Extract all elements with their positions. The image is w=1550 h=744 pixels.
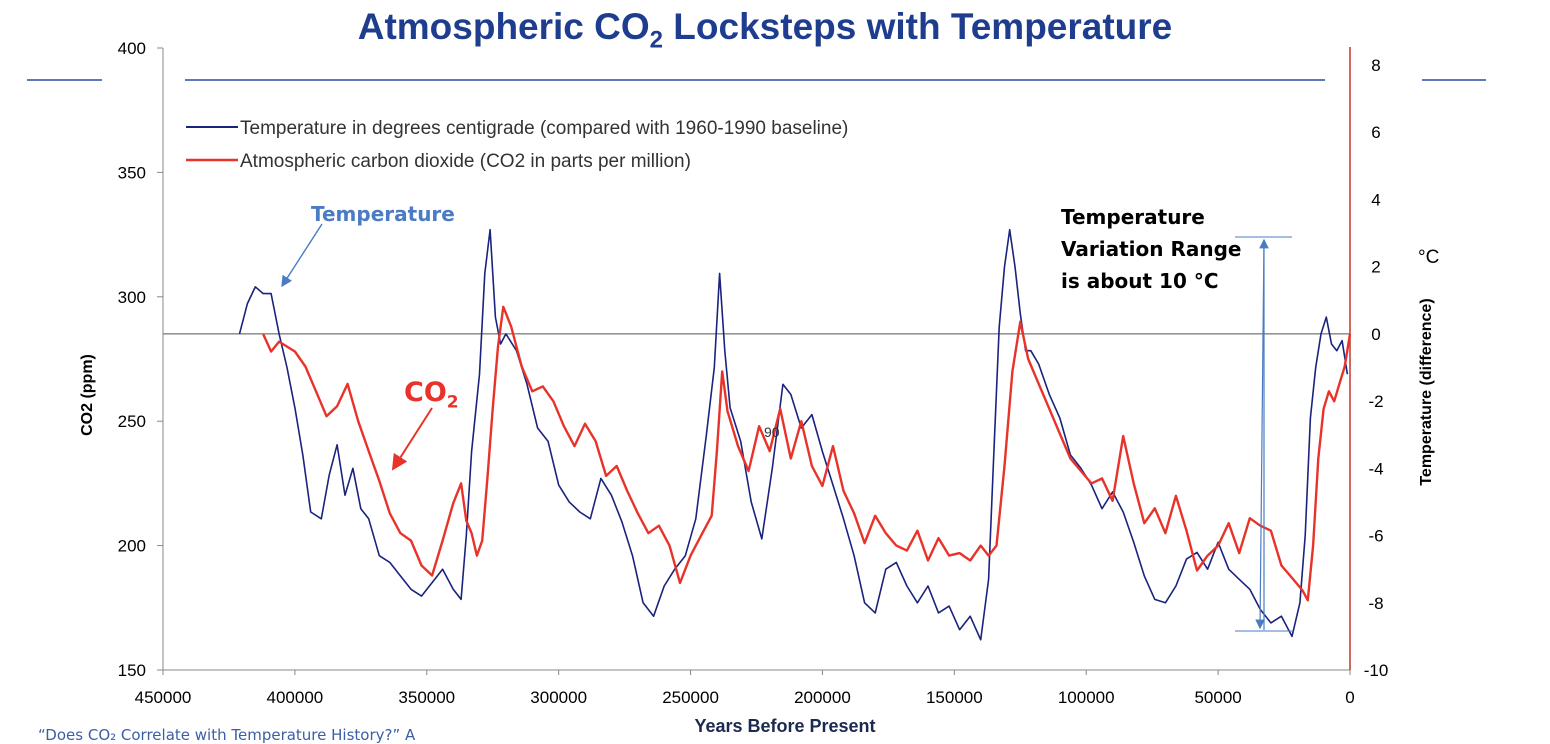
x-tick-label: 450000 (135, 688, 192, 707)
y-axis-title: CO2 (ppm) (79, 354, 96, 436)
y2-tick-label: -10 (1364, 661, 1389, 680)
series-line-temperature (238, 228, 1349, 641)
x-tick-label: 300000 (530, 688, 587, 707)
y2-tick-label: 8 (1371, 56, 1380, 75)
footer-caption: “Does CO₂ Correlate with Temperature His… (38, 726, 416, 744)
x-tick-label: 0 (1345, 688, 1354, 707)
y-tick-label: 250 (118, 412, 146, 431)
y2-tick-label: -8 (1368, 594, 1383, 613)
x-tick-label: 150000 (926, 688, 983, 707)
y2-tick-label: 2 (1371, 258, 1380, 277)
x-axis-title: Years Before Present (694, 716, 875, 736)
x-tick-label: 250000 (662, 688, 719, 707)
x-tick-label: 350000 (398, 688, 455, 707)
temperature-annotation: Temperature (311, 202, 455, 226)
y-tick-label: 200 (118, 537, 146, 556)
legend-temperature-label: Temperature in degrees centigrade (compa… (240, 118, 848, 139)
y-tick-label: 350 (118, 163, 146, 182)
series-line-co2 (262, 305, 1352, 602)
x-tick-label: 100000 (1058, 688, 1115, 707)
y2-unit-label: °C (1418, 247, 1439, 268)
y2-axis-title: Temperature (difference) (1418, 298, 1435, 485)
range-arrow-down (1255, 239, 1265, 630)
co2-annotation: CO2 (404, 377, 459, 413)
chart-title: Atmospheric CO2 Locksteps with Temperatu… (357, 6, 1173, 54)
temperature-arrow (281, 223, 323, 288)
x-tick-label: 400000 (267, 688, 324, 707)
y2-tick-label: 4 (1371, 190, 1380, 209)
y2-tick-label: 0 (1371, 325, 1380, 344)
legend-co2-label: Atmospheric carbon dioxide (CO2 in parts… (240, 151, 691, 172)
y-tick-label: 400 (118, 39, 146, 58)
stray-label: 90 (764, 424, 780, 440)
y2-tick-label: -2 (1368, 392, 1383, 411)
x-tick-label: 200000 (794, 688, 851, 707)
y2-tick-label: -4 (1368, 459, 1383, 478)
range-annotation: Temperature Variation Range is about 10 … (1061, 205, 1242, 293)
y-tick-label: 300 (118, 288, 146, 307)
y2-tick-label: -6 (1368, 527, 1383, 546)
y-tick-label: 150 (118, 661, 146, 680)
y2-tick-label: 6 (1371, 123, 1380, 142)
co2-arrow (391, 407, 433, 471)
x-tick-label: 50000 (1194, 688, 1241, 707)
